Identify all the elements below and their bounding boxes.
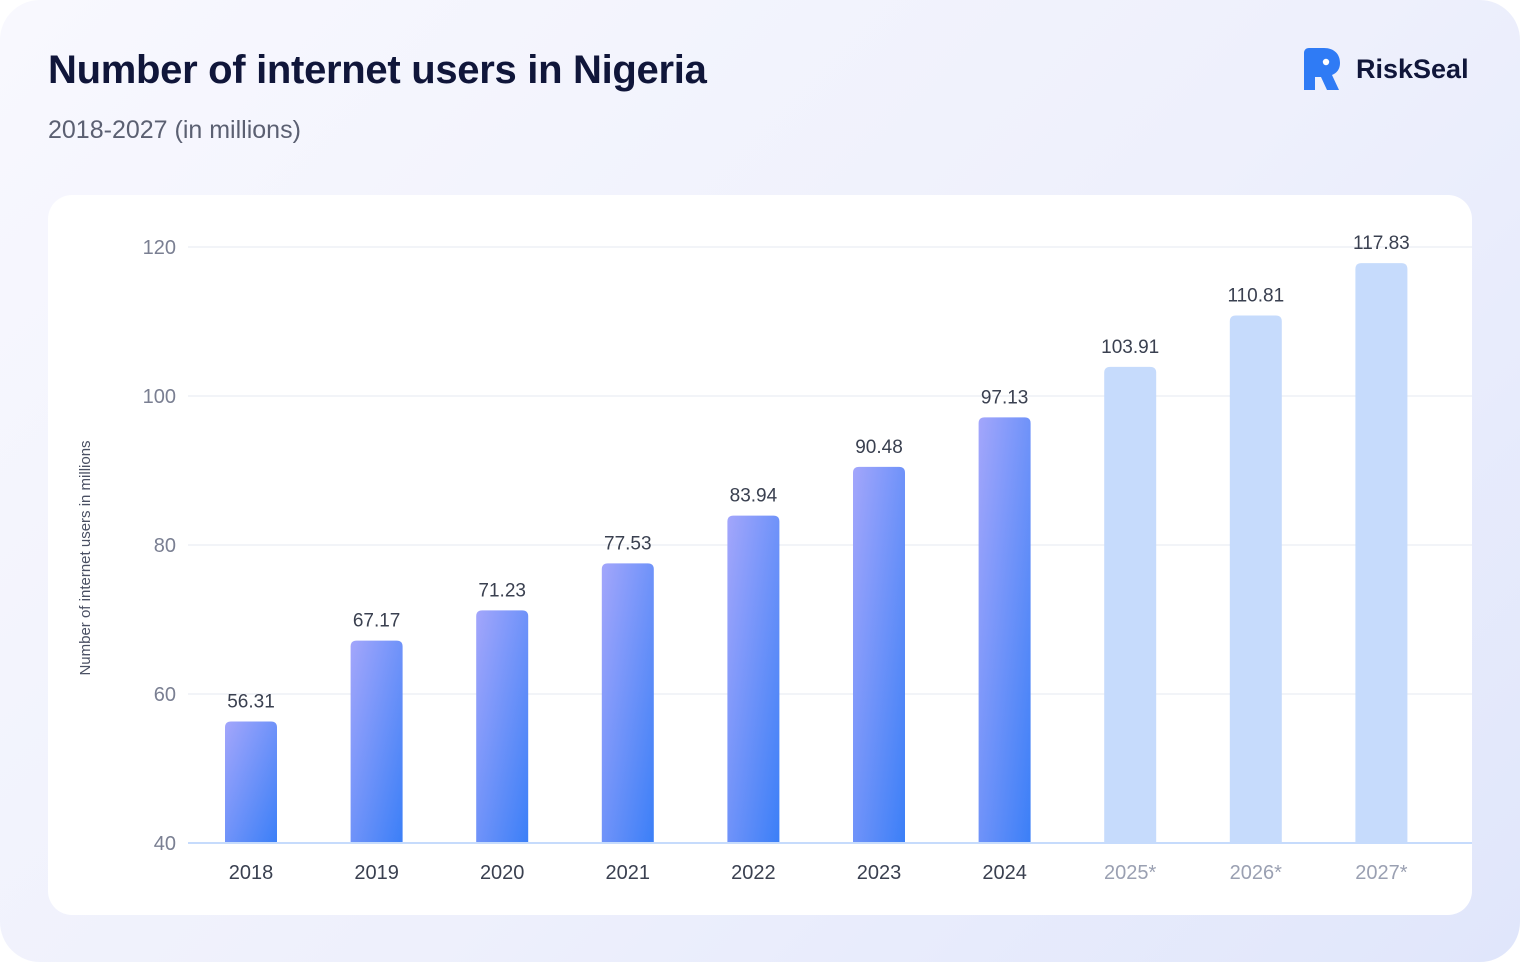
bar-value-label: 90.48 <box>855 437 903 458</box>
bar-value-label: 110.81 <box>1227 285 1284 306</box>
x-tick-label: 2021 <box>606 862 651 884</box>
bar-value-label: 97.13 <box>981 387 1029 408</box>
bar-value-label: 103.91 <box>1101 337 1159 358</box>
x-tick-label: 2020 <box>480 862 525 884</box>
y-axis-label: Number of internet users in millions <box>77 440 94 675</box>
x-tick-label: 2023 <box>857 862 902 884</box>
chart-subtitle: 2018-2027 (in millions) <box>48 116 301 144</box>
bar-value-label: 71.23 <box>478 580 526 601</box>
x-tick-label: 2018 <box>229 862 274 884</box>
y-tick-label: 40 <box>154 833 176 855</box>
bar-chart: 40 60 80 100 120 Number of internet users in … <box>77 233 1472 884</box>
chart-title: Number of internet users in Nigeria <box>48 48 707 92</box>
riskseal-seal-logo-icon <box>1304 48 1340 90</box>
x-tick-label: 2019 <box>354 862 399 884</box>
bar-forecast <box>1355 263 1408 843</box>
bar <box>350 640 403 843</box>
bar-value-label: 117.83 <box>1353 233 1410 254</box>
bar-forecast <box>1229 315 1282 843</box>
bar <box>601 563 654 843</box>
bar <box>853 466 905 843</box>
bar <box>476 610 529 843</box>
x-tick-label: 2025* <box>1104 862 1156 884</box>
y-tick-label: 80 <box>154 535 176 557</box>
bar <box>225 721 277 843</box>
x-tick-label: 2026* <box>1230 862 1282 884</box>
bar <box>727 515 780 843</box>
bar-value-label: 67.17 <box>353 611 401 632</box>
y-tick-label: 60 <box>154 684 176 706</box>
chart-card: 40 60 80 100 120 Number of internet users in … <box>48 195 1472 915</box>
y-tick-label: 100 <box>143 386 176 408</box>
bar <box>978 417 1031 843</box>
bar-value-label: 83.94 <box>730 486 778 507</box>
x-tick-label: 2027* <box>1355 862 1407 884</box>
bar-forecast <box>1104 366 1157 843</box>
brand: RiskSeal <box>1302 48 1469 90</box>
bar-value-label: 77.53 <box>604 533 652 554</box>
bar-value-label: 56.31 <box>227 691 275 712</box>
x-tick-label: 2024 <box>982 862 1027 884</box>
x-tick-label: 2022 <box>731 862 776 884</box>
y-tick-label: 120 <box>143 237 176 259</box>
brand-name: RiskSeal <box>1356 53 1469 84</box>
